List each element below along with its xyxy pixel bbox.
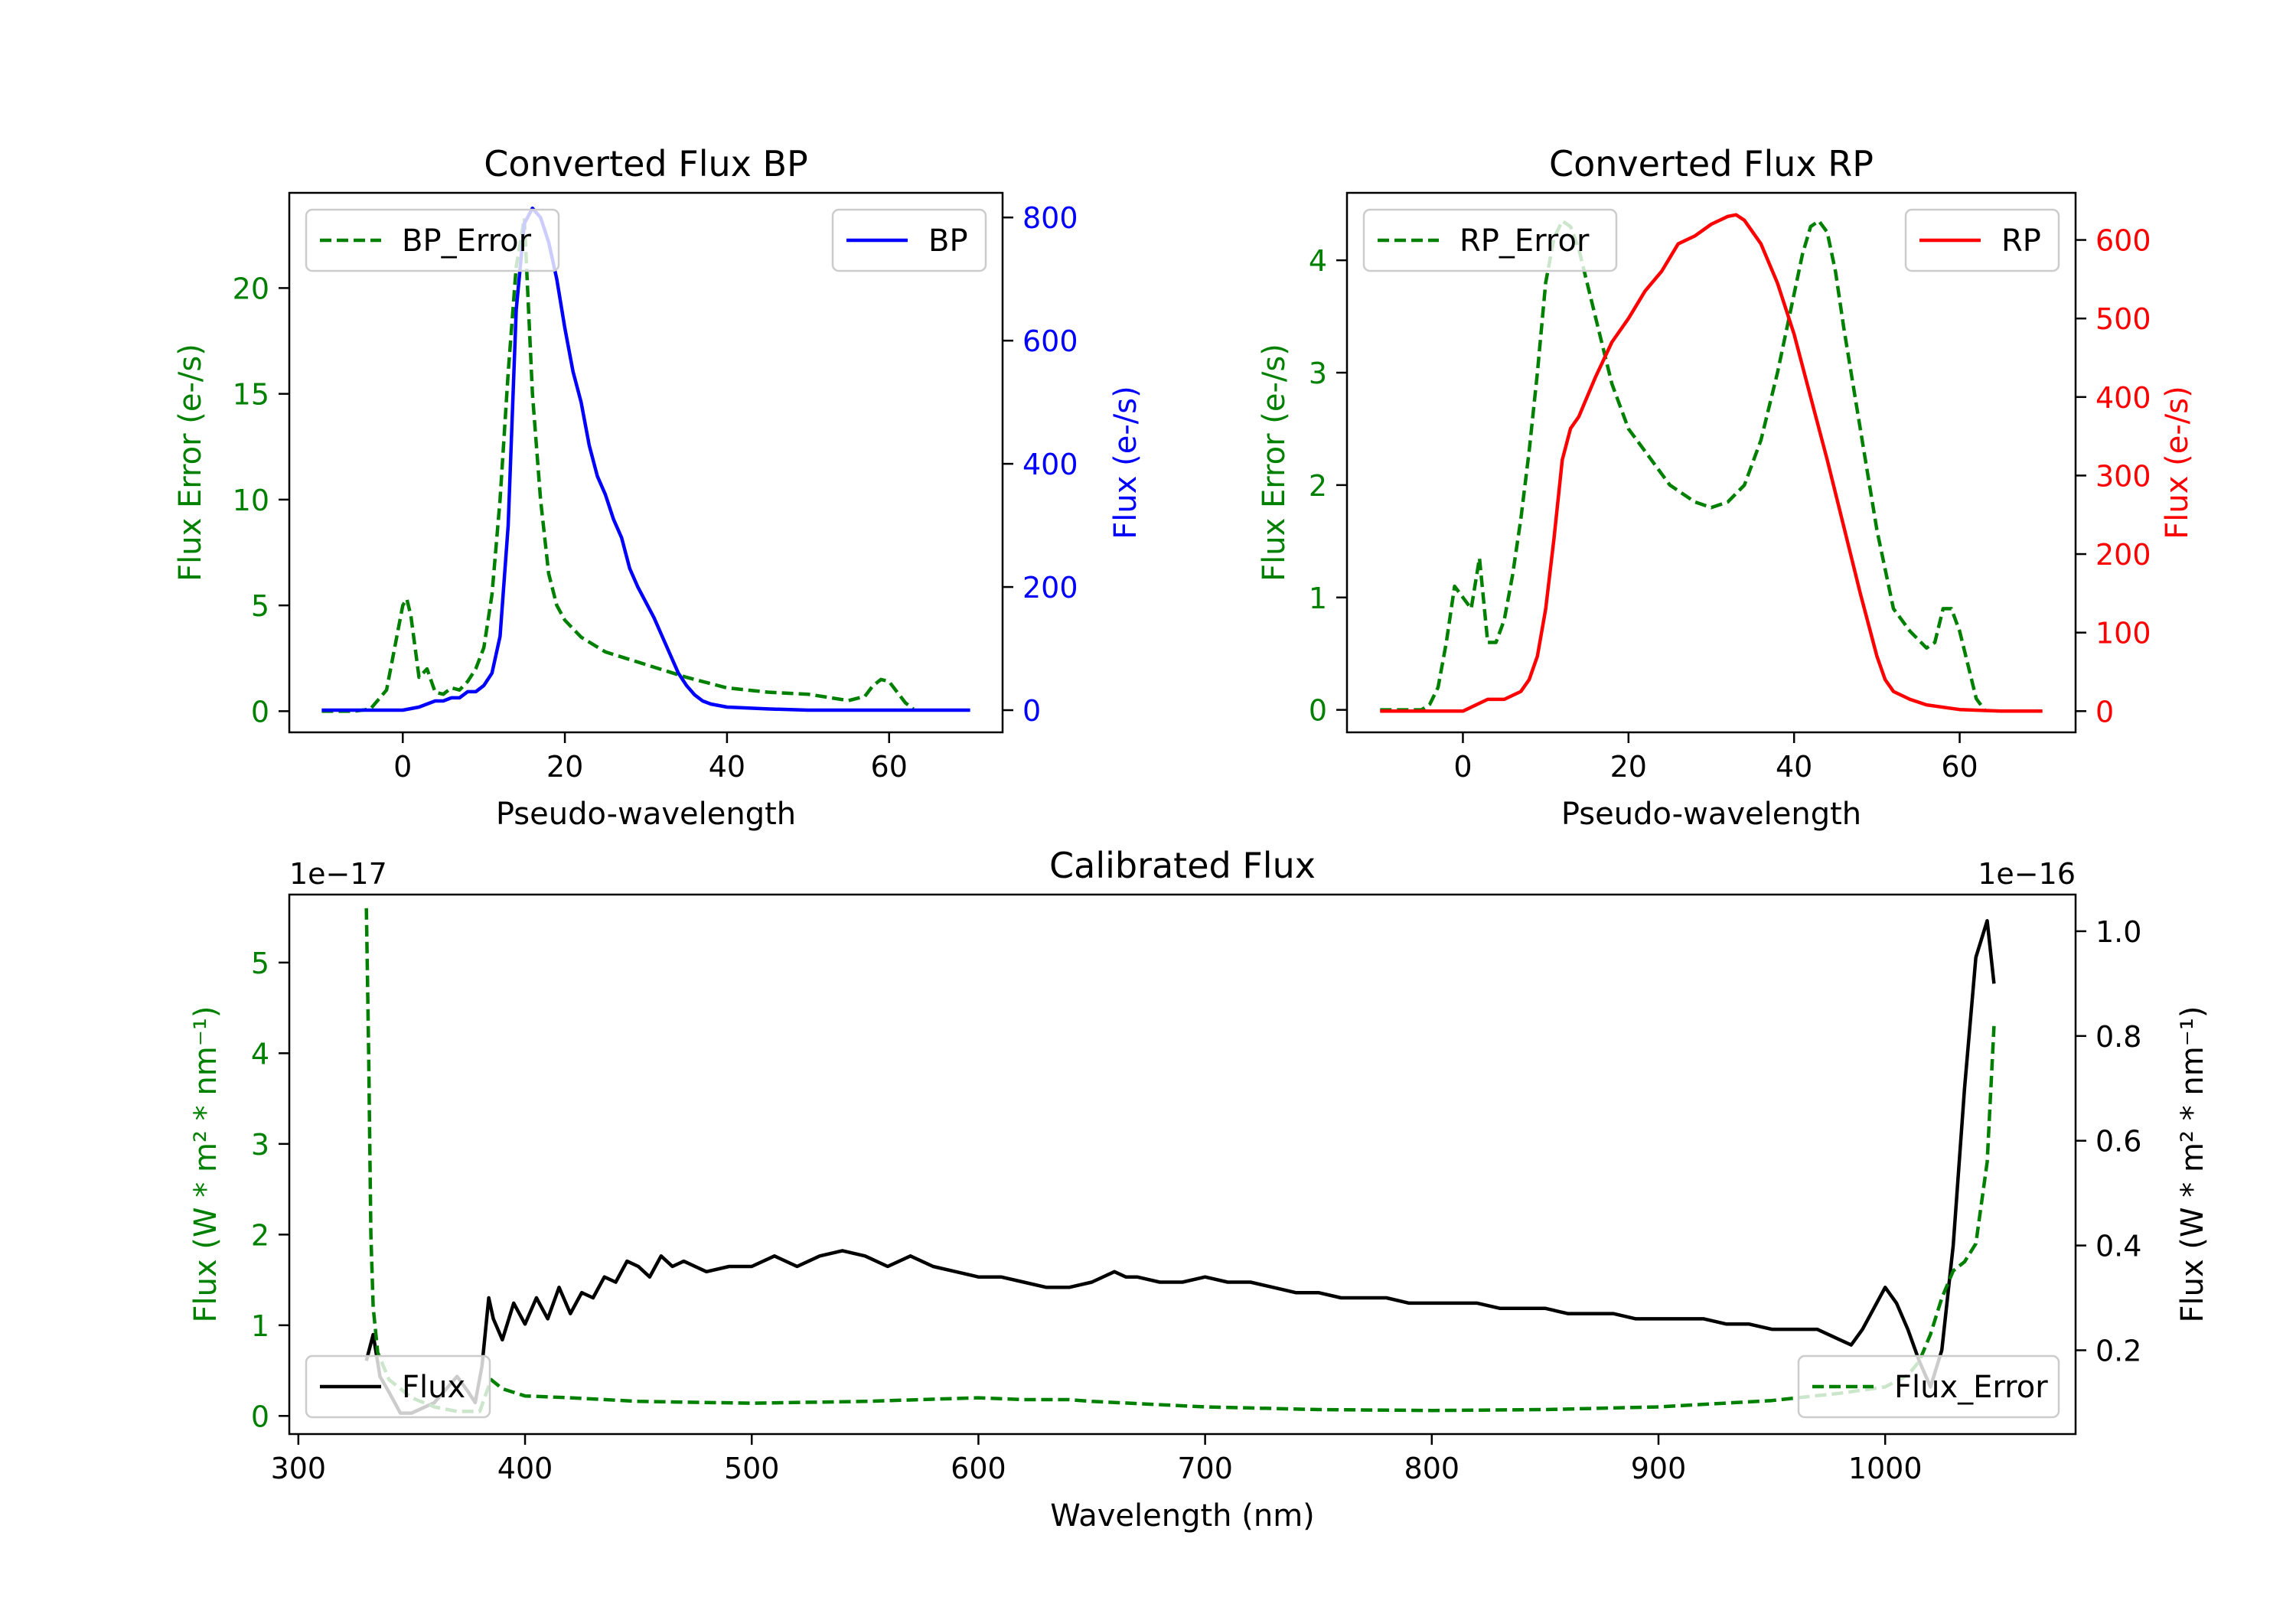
- bp-series-bp: [321, 206, 970, 712]
- cal-xtick-label: 300: [271, 1452, 327, 1485]
- bp-xtick-label: 20: [546, 750, 583, 784]
- cal-xtick-label: 800: [1404, 1452, 1460, 1485]
- rp-xtick-label: 20: [1610, 750, 1647, 784]
- bp-xtick-label: 0: [393, 750, 412, 784]
- cal-ylabel-left: Flux (W * m² * nm⁻¹): [188, 1006, 223, 1323]
- cal-offset-left: 1e−17: [289, 857, 387, 891]
- cal-series-flux: [364, 918, 1996, 1415]
- rp-ytick-right-label: 200: [2095, 538, 2151, 572]
- bp-ytick-right-label: 600: [1022, 324, 1078, 358]
- cal-ylabel-right: Flux (W * m² * nm⁻¹): [2175, 1006, 2210, 1323]
- bp-title: Converted Flux BP: [484, 143, 808, 184]
- rp-xtick-label: 40: [1776, 750, 1812, 784]
- cal-legend-box-flux-error: [1797, 1354, 2060, 1419]
- cal-xtick-label: 1000: [1848, 1452, 1923, 1485]
- rp-ytick-right-label: 600: [2095, 224, 2151, 258]
- cal-title: Calibrated Flux: [1049, 845, 1316, 886]
- bp-xlabel: Pseudo-wavelength: [496, 797, 796, 832]
- cal-ytick-left-label: 0: [251, 1400, 269, 1433]
- bp-ylabel-left: Flux Error (e-/s): [173, 344, 208, 582]
- rp-legend-label-rp: RP: [2001, 223, 2041, 259]
- rp-ytick-right-label: 100: [2095, 617, 2151, 650]
- bp-ytick-left-label: 5: [251, 589, 269, 623]
- rp-ytick-right-label: 300: [2095, 459, 2151, 493]
- rp-ytick-left-label: 1: [1309, 582, 1327, 615]
- rp-series-rp-error: [1380, 219, 1986, 712]
- cal-series-flux-error: [364, 908, 1996, 1413]
- cal-xtick-label: 600: [951, 1452, 1006, 1485]
- cal-ytick-right-label: 0.2: [2095, 1334, 2141, 1367]
- bp-xtick-label: 40: [709, 750, 745, 784]
- rp-xtick-label: 60: [1941, 750, 1978, 784]
- bp-ytick-left-label: 15: [233, 378, 269, 412]
- rp-ylabel-right: Flux (e-/s): [2160, 386, 2195, 539]
- rp-ytick-right-label: 400: [2095, 381, 2151, 415]
- cal-ytick-left-label: 4: [251, 1037, 269, 1071]
- rp-axes-frame: [1345, 191, 2077, 734]
- cal-ytick-left-label: 1: [251, 1309, 269, 1343]
- rp-ytick-left-label: 2: [1309, 469, 1327, 503]
- cal-ytick-left-label: 5: [251, 947, 269, 980]
- rp-ylabel-left: Flux Error (e-/s): [1257, 344, 1292, 582]
- rp-series-rp: [1380, 213, 2043, 713]
- rp-legend-label-rp-error: RP_Error: [1459, 223, 1590, 259]
- bp-ytick-right-label: 0: [1022, 694, 1041, 728]
- rp-title: Converted Flux RP: [1549, 143, 1874, 184]
- bp-ytick-left-label: 0: [251, 695, 269, 729]
- cal-legend-box-flux: [305, 1354, 491, 1419]
- bp-series-bp-error: [321, 216, 915, 713]
- cal-legend-label-flux: Flux: [402, 1370, 465, 1405]
- cal-offset-right: 1e−16: [1978, 857, 2076, 891]
- rp-ytick-left-label: 3: [1309, 357, 1327, 390]
- cal-ytick-right-label: 0.4: [2095, 1230, 2141, 1263]
- rp-ytick-right-label: 500: [2095, 302, 2151, 336]
- bp-ytick-left-label: 10: [233, 484, 269, 517]
- cal-ytick-right-label: 1.0: [2095, 915, 2141, 949]
- bp-ytick-left-label: 20: [233, 272, 269, 305]
- bp-ylabel-right: Flux (e-/s): [1108, 386, 1143, 539]
- cal-ytick-right-label: 0.8: [2095, 1020, 2141, 1054]
- cal-xlabel: Wavelength (nm): [1050, 1498, 1315, 1534]
- bp-legend-box-bp-error: [305, 208, 560, 272]
- bp-ytick-right-label: 200: [1022, 571, 1078, 605]
- cal-ytick-left-label: 3: [251, 1128, 269, 1162]
- rp-ytick-left-label: 0: [1309, 694, 1327, 728]
- bp-axes-frame: [288, 191, 1004, 734]
- cal-xtick-label: 500: [724, 1452, 780, 1485]
- bp-ytick-right-label: 800: [1022, 201, 1078, 235]
- cal-ytick-left-label: 2: [251, 1218, 269, 1252]
- bp-xtick-label: 60: [871, 750, 908, 784]
- rp-xtick-label: 0: [1453, 750, 1472, 784]
- rp-ytick-right-label: 0: [2095, 695, 2114, 729]
- bp-ytick-right-label: 400: [1022, 448, 1078, 481]
- cal-legend-label-flux-error: Flux_Error: [1894, 1370, 2048, 1405]
- rp-ytick-left-label: 4: [1309, 244, 1327, 278]
- cal-xtick-label: 400: [497, 1452, 553, 1485]
- bp-legend-label-bp-error: BP_Error: [402, 223, 532, 259]
- rp-xlabel: Pseudo-wavelength: [1561, 797, 1861, 832]
- rp-legend-box-rp-error: [1362, 208, 1618, 272]
- rp-legend-box-rp: [1904, 208, 2060, 272]
- bp-legend-box-bp: [831, 208, 987, 272]
- cal-ytick-right-label: 0.6: [2095, 1125, 2141, 1159]
- bp-legend-label-bp: BP: [928, 223, 968, 259]
- cal-axes-frame: [288, 893, 2077, 1436]
- cal-xtick-label: 900: [1631, 1452, 1687, 1485]
- cal-xtick-label: 700: [1177, 1452, 1233, 1485]
